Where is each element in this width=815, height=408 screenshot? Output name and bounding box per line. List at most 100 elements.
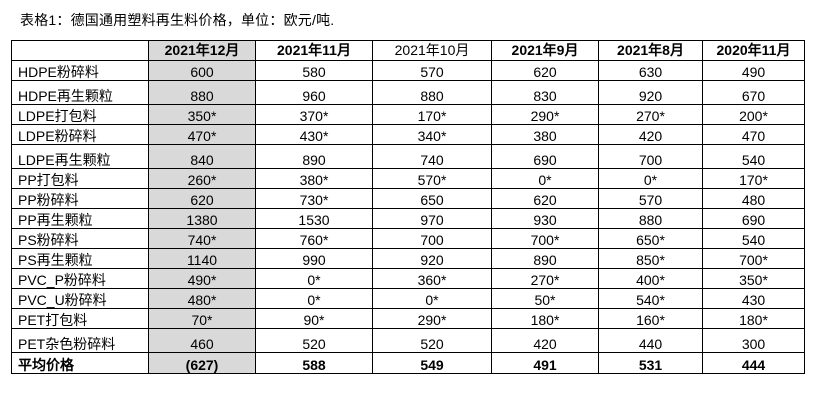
row-label: PET杂色粉碎料 xyxy=(11,328,149,353)
table-cell: 890 xyxy=(255,144,373,169)
table-cell: 840 xyxy=(148,144,256,169)
table-cell: 620 xyxy=(491,60,599,81)
header-2020-11: 2020年11月 xyxy=(702,40,805,61)
table-row: LDPE再生颗粒 840 890 740 690 700 540 xyxy=(11,144,805,169)
table-row: HDPE再生颗粒 880 960 880 830 920 670 xyxy=(11,80,805,105)
row-label: PP打包料 xyxy=(11,168,149,189)
table-cell: 740 xyxy=(372,144,492,169)
header-2021-12: 2021年12月 xyxy=(148,40,256,61)
table-cell: 570 xyxy=(372,60,492,81)
table-row: PS粉碎料 740* 760* 700 700* 650* 540 xyxy=(11,228,805,249)
table-cell: 670 xyxy=(702,80,805,105)
table-cell: 160* xyxy=(598,308,703,329)
table-cell: 930 xyxy=(491,208,599,229)
table-cell: 620 xyxy=(491,188,599,209)
table-cell: 0* xyxy=(598,168,703,189)
table-cell: 470 xyxy=(702,124,805,145)
table-row: PP粉碎料 620 730* 650 620 570 480 xyxy=(11,188,805,209)
table-cell: 430* xyxy=(255,124,373,145)
row-label: LDPE打包料 xyxy=(11,104,149,125)
table-cell: 520 xyxy=(372,328,492,353)
table-cell: 260* xyxy=(148,168,256,189)
table-cell: 430 xyxy=(702,288,805,309)
table-cell: 270* xyxy=(598,104,703,125)
row-label: PET打包料 xyxy=(11,308,149,329)
table-cell: 444 xyxy=(702,352,805,374)
table-cell: 440 xyxy=(598,328,703,353)
table-cell: 588 xyxy=(255,352,373,374)
header-blank xyxy=(11,40,149,61)
header-row: 2021年12月 2021年11月 2021年10月 2021年9月 2021年… xyxy=(11,40,805,61)
table-cell: 0* xyxy=(491,168,599,189)
table-cell: 0* xyxy=(372,288,492,309)
table-cell: 290* xyxy=(372,308,492,329)
table-cell: 270* xyxy=(491,268,599,289)
header-2021-10: 2021年10月 xyxy=(372,40,492,61)
table-cell: 700* xyxy=(491,228,599,249)
table-row: PVC_P粉碎料 490* 0* 360* 270* 400* 350* xyxy=(11,268,805,289)
table-cell: 960 xyxy=(255,80,373,105)
table-cell: (627) xyxy=(148,352,256,374)
row-label: LDPE粉碎料 xyxy=(11,124,149,145)
table-cell: 70* xyxy=(148,308,256,329)
table-cell: 400* xyxy=(598,268,703,289)
table-cell: 350* xyxy=(148,104,256,125)
table-cell: 700 xyxy=(598,144,703,169)
table-cell: 880 xyxy=(372,80,492,105)
average-row: 平均价格 (627) 588 549 491 531 444 xyxy=(11,352,805,374)
table-row: PP再生颗粒 1380 1530 970 930 880 690 xyxy=(11,208,805,229)
table-cell: 740* xyxy=(148,228,256,249)
table-cell: 700* xyxy=(702,248,805,269)
table-cell: 170* xyxy=(702,168,805,189)
table-cell: 491 xyxy=(491,352,599,374)
price-table: 2021年12月 2021年11月 2021年10月 2021年9月 2021年… xyxy=(11,40,805,374)
table-cell: 650* xyxy=(598,228,703,249)
table-cell: 180* xyxy=(491,308,599,329)
table-cell: 730* xyxy=(255,188,373,209)
table-row: HDPE粉碎料 600 580 570 620 630 490 xyxy=(11,60,805,81)
table-cell: 340* xyxy=(372,124,492,145)
table-cell: 830 xyxy=(491,80,599,105)
table-cell: 50* xyxy=(491,288,599,309)
table-cell: 570 xyxy=(598,188,703,209)
table-cell: 0* xyxy=(255,268,373,289)
table-cell: 490* xyxy=(148,268,256,289)
table-cell: 0* xyxy=(255,288,373,309)
table-cell: 420 xyxy=(491,328,599,353)
table-row: LDPE粉碎料 470* 430* 340* 380 420 470 xyxy=(11,124,805,145)
row-label: PS再生颗粒 xyxy=(11,248,149,269)
table-cell: 540 xyxy=(702,228,805,249)
table-cell: 700 xyxy=(372,228,492,249)
table-cell: 600 xyxy=(148,60,256,81)
table-cell: 290* xyxy=(491,104,599,125)
table-cell: 630 xyxy=(598,60,703,81)
table-cell: 760* xyxy=(255,228,373,249)
row-label: PVC_U粉碎料 xyxy=(11,288,149,309)
table-cell: 1140 xyxy=(148,248,256,269)
table-cell: 200* xyxy=(702,104,805,125)
table-row: PS再生颗粒 1140 990 920 890 850* 700* xyxy=(11,248,805,269)
table-cell: 990 xyxy=(255,248,373,269)
table-cell: 540 xyxy=(702,144,805,169)
row-label: PP再生颗粒 xyxy=(11,208,149,229)
table-cell: 460 xyxy=(148,328,256,353)
table-cell: 380* xyxy=(255,168,373,189)
table-cell: 850* xyxy=(598,248,703,269)
table-cell: 920 xyxy=(598,80,703,105)
table-cell: 300 xyxy=(702,328,805,353)
table-cell: 90* xyxy=(255,308,373,329)
table-cell: 690 xyxy=(702,208,805,229)
table-cell: 520 xyxy=(255,328,373,353)
table-cell: 970 xyxy=(372,208,492,229)
row-label: HDPE粉碎料 xyxy=(11,60,149,81)
row-label: PP粉碎料 xyxy=(11,188,149,209)
table-row: LDPE打包料 350* 370* 170* 290* 270* 200* xyxy=(11,104,805,125)
table-cell: 531 xyxy=(598,352,703,374)
header-2021-08: 2021年8月 xyxy=(598,40,703,61)
table-cell: 180* xyxy=(702,308,805,329)
table-cell: 549 xyxy=(372,352,492,374)
table-cell: 1380 xyxy=(148,208,256,229)
table-row: PP打包料 260* 380* 570* 0* 0* 170* xyxy=(11,168,805,189)
row-label: LDPE再生颗粒 xyxy=(11,144,149,169)
table-caption: 表格1：德国通用塑料再生料价格，单位：欧元/吨. xyxy=(20,12,335,28)
